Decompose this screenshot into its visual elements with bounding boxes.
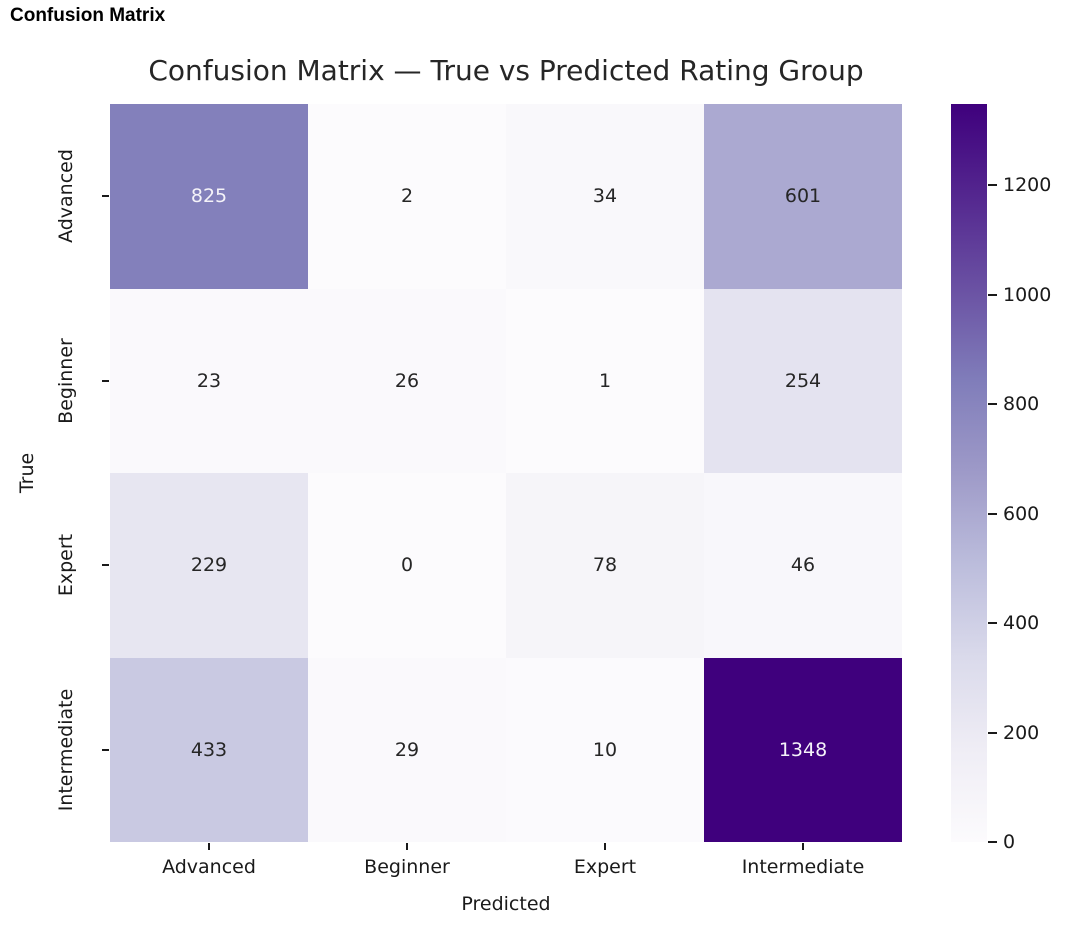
y-tick-mark	[102, 564, 109, 567]
cell-value: 0	[400, 554, 414, 577]
cell-value: 2	[400, 185, 414, 208]
colorbar-tick-mark	[988, 841, 997, 843]
y-tick-mark	[102, 195, 109, 198]
y-tick-mark	[102, 379, 109, 382]
colorbar-tick-mark	[988, 403, 997, 406]
cell-value: 29	[394, 738, 420, 761]
heatmap-cell-advanced-advanced: 825	[110, 104, 308, 289]
page-heading: Confusion Matrix	[10, 5, 166, 26]
cell-value: 601	[784, 185, 822, 208]
heatmap-grid: 825 2 34 601 23 26 1 254 229 0 78 46 433 29 10 1348	[110, 104, 902, 842]
cell-value: 78	[592, 554, 618, 577]
cell-value: 23	[196, 369, 222, 392]
heatmap-cell-beginner-intermediate: 254	[704, 288, 902, 473]
x-tick-label-intermediate: Intermediate	[741, 856, 865, 878]
colorbar-tick-label-200: 200	[1003, 721, 1040, 744]
heatmap-cell-intermediate-intermediate: 1348	[704, 657, 902, 842]
heatmap-cell-advanced-expert: 34	[506, 104, 704, 289]
x-tick-mark	[604, 843, 606, 850]
colorbar-tick-label-0: 0	[1003, 831, 1016, 853]
heatmap-cell-beginner-expert: 1	[506, 288, 704, 473]
x-tick-mark	[406, 843, 408, 850]
colorbar-tick-mark	[988, 184, 997, 187]
colorbar-tick-mark	[988, 512, 997, 515]
heatmap-cell-advanced-intermediate: 601	[704, 104, 902, 289]
heatmap-cell-expert-intermediate: 46	[704, 473, 902, 658]
cell-value: 433	[190, 738, 228, 761]
heatmap-cell-intermediate-expert: 10	[506, 657, 704, 842]
colorbar-tick-label-800: 800	[1003, 393, 1040, 416]
colorbar-tick-mark	[988, 293, 997, 296]
cell-value: 34	[592, 185, 618, 208]
heatmap-cell-beginner-beginner: 26	[308, 288, 506, 473]
cell-value: 46	[790, 554, 816, 577]
x-axis-label: Predicted	[461, 893, 551, 915]
colorbar-tick-label-400: 400	[1003, 612, 1040, 634]
x-tick-mark	[802, 843, 804, 850]
cell-value: 1348	[778, 738, 828, 761]
y-tick-label-beginner: Beginner	[55, 337, 77, 424]
colorbar	[951, 104, 987, 842]
y-tick-label-expert: Expert	[55, 534, 77, 597]
chart-title: Confusion Matrix — True vs Predicted Rat…	[148, 54, 864, 87]
cell-value: 1	[598, 369, 612, 392]
x-tick-mark	[208, 843, 210, 850]
colorbar-tick-mark	[988, 731, 997, 734]
colorbar-tick-label-600: 600	[1003, 502, 1040, 525]
cell-value: 26	[394, 369, 420, 392]
heatmap-cell-beginner-advanced: 23	[110, 288, 308, 473]
cell-value: 825	[190, 185, 228, 208]
y-tick-mark	[102, 748, 109, 751]
heatmap-cell-intermediate-beginner: 29	[308, 657, 506, 842]
y-tick-label-advanced: Advanced	[55, 149, 77, 244]
y-tick-label-intermediate: Intermediate	[55, 688, 77, 812]
cell-value: 229	[190, 554, 228, 577]
colorbar-tick-label-1200: 1200	[1003, 174, 1052, 197]
colorbar-tick-label-1000: 1000	[1003, 283, 1052, 306]
heatmap-cell-expert-beginner: 0	[308, 473, 506, 658]
cell-value: 254	[784, 369, 822, 392]
y-axis-label: True	[16, 452, 38, 494]
x-tick-label-expert: Expert	[573, 856, 637, 878]
colorbar-tick-mark	[988, 622, 997, 624]
cell-value: 10	[592, 738, 618, 761]
heatmap-cell-expert-expert: 78	[506, 473, 704, 658]
x-tick-label-advanced: Advanced	[162, 856, 256, 878]
heatmap-cell-advanced-beginner: 2	[308, 104, 506, 289]
heatmap-cell-intermediate-advanced: 433	[110, 657, 308, 842]
x-tick-label-beginner: Beginner	[364, 856, 450, 878]
heatmap-cell-expert-advanced: 229	[110, 473, 308, 658]
